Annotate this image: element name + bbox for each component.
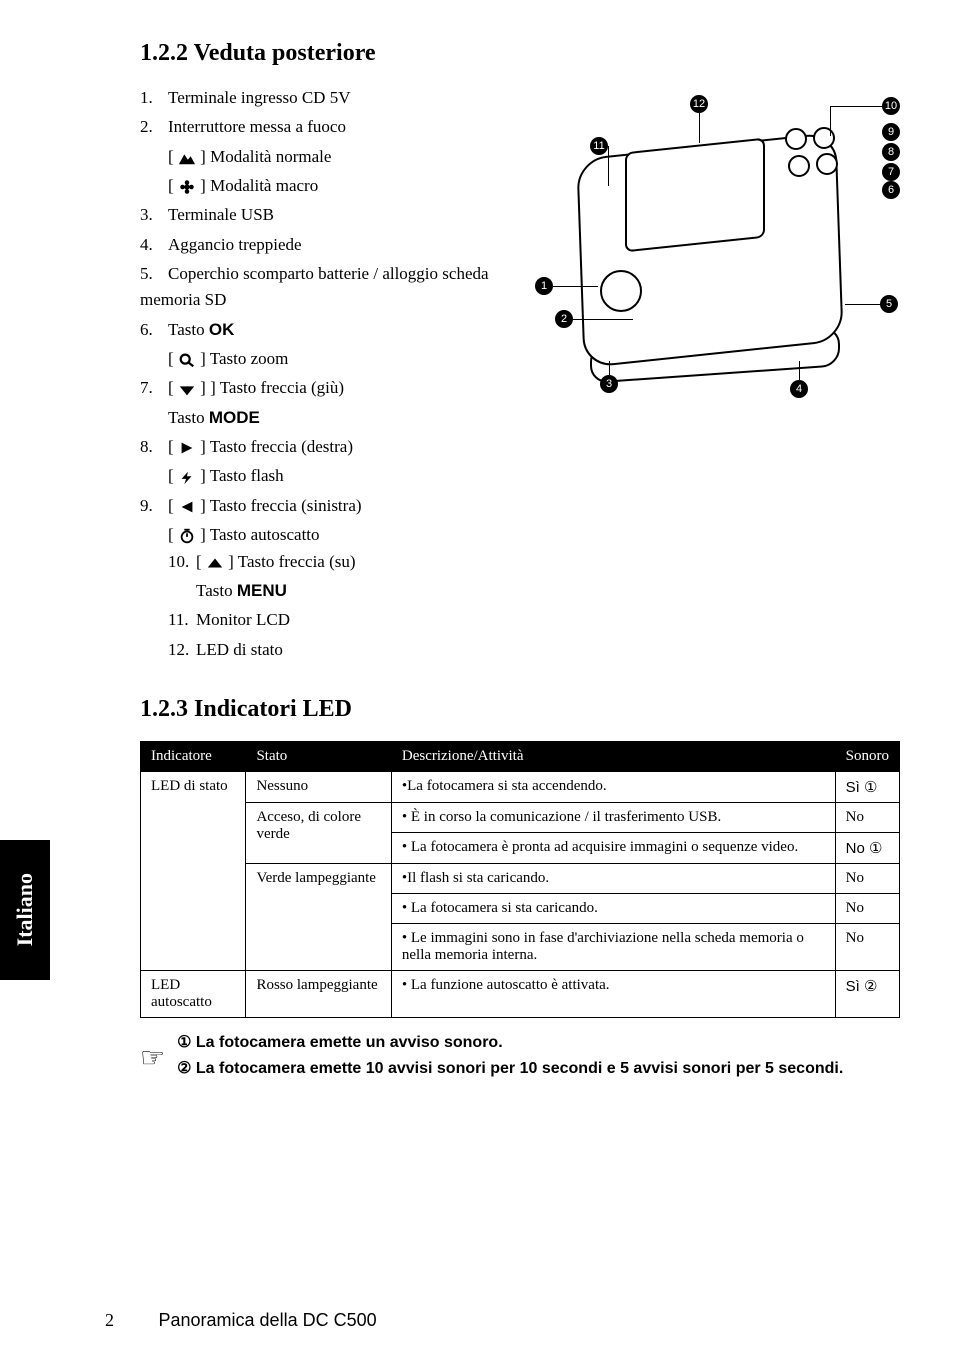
camera-screen: [625, 138, 765, 253]
list-subitem: Tasto MENU: [168, 578, 490, 604]
list-item: 5.Coperchio scomparto batterie / alloggi…: [140, 261, 490, 314]
list-item: 7.[ ] ] Tasto freccia (giù): [140, 375, 490, 401]
callout-9: 9: [882, 123, 900, 141]
list-item: 4.Aggancio treppiede: [140, 232, 490, 258]
page-footer: 2 Panoramica della DC C500: [105, 1310, 377, 1331]
page-content: 1.2.2 Veduta posteriore 1.Terminale ingr…: [0, 0, 960, 1124]
cell-stato: Nessuno: [246, 771, 391, 802]
cell-sonoro: No ①: [835, 832, 899, 863]
arrow-down-icon: [178, 382, 196, 398]
rear-view-list: 1.Terminale ingresso CD 5V 2.Interruttor…: [140, 85, 490, 666]
page-number: 2: [105, 1310, 114, 1330]
note-2: ② La fotocamera emette 10 avvisi sonori …: [177, 1058, 846, 1078]
section-1-title: 1.2.2 Veduta posteriore: [140, 40, 900, 67]
cell-indicatore: LED di stato: [141, 771, 246, 970]
col-indicatore: Indicatore: [141, 741, 246, 771]
cell-sonoro: No: [835, 923, 899, 970]
callout-12: 12: [690, 95, 708, 113]
callout-7: 7: [882, 163, 900, 181]
flash-icon: [178, 470, 196, 486]
cell-stato: Rosso lampeggiante: [246, 970, 391, 1017]
cell-sonoro: No: [835, 893, 899, 923]
arrow-left-icon: [178, 499, 196, 515]
arrow-up-icon: [206, 555, 224, 571]
callout-2: 2: [555, 310, 573, 328]
cell-desc: • La funzione autoscatto è attivata.: [391, 970, 835, 1017]
notes-block: ☞ ① La fotocamera emette un avviso sonor…: [140, 1032, 900, 1084]
cell-desc: • È in corso la comunicazione / il trasf…: [391, 802, 835, 832]
table-row: Acceso, di colore verde • È in corso la …: [141, 802, 900, 832]
col-stato: Stato: [246, 741, 391, 771]
list-item: 9.[ ] Tasto freccia (sinistra): [140, 493, 490, 519]
timer-icon: [178, 528, 196, 544]
list-item: 1.Terminale ingresso CD 5V: [140, 85, 490, 111]
list-subitem: [ ] Tasto autoscatto 10.[ ] Tasto frecci…: [140, 522, 490, 663]
cell-indicatore: LED autoscatto: [141, 970, 246, 1017]
table-row: LED di stato Nessuno •La fotocamera si s…: [141, 771, 900, 802]
camera-lens: [600, 270, 642, 312]
callout-8: 8: [882, 143, 900, 161]
list-item: 8.[ ] Tasto freccia (destra): [140, 434, 490, 460]
list-subitem: [ ] Modalità normale: [140, 144, 490, 170]
cell-desc: • La fotocamera si sta caricando.: [391, 893, 835, 923]
cell-desc: •Il flash si sta caricando.: [391, 863, 835, 893]
pointing-hand-icon: ☞: [140, 1041, 165, 1075]
callout-10: 10: [882, 97, 900, 115]
list-item: 12.LED di stato: [168, 637, 490, 663]
list-item: 10.[ ] Tasto freccia (su): [168, 549, 490, 575]
callout-1: 1: [535, 277, 553, 295]
flower-icon: [178, 179, 196, 195]
list-subitem: [ ] Tasto zoom: [140, 346, 490, 372]
callout-5: 5: [880, 295, 898, 313]
list-item: 3.Terminale USB: [140, 202, 490, 228]
callout-11: 11: [590, 137, 608, 155]
list-item: 2.Interruttore messa a fuoco: [140, 114, 490, 140]
camera-button: [816, 153, 838, 175]
col-descrizione: Descrizione/Attività: [391, 741, 835, 771]
list-subitem: [ ] Modalità macro: [140, 173, 490, 199]
note-1: ① La fotocamera emette un avviso sonoro.: [177, 1032, 846, 1052]
footer-title: Panoramica della DC C500: [159, 1310, 377, 1330]
callout-4: 4: [790, 380, 808, 398]
cell-sonoro: Sì ②: [835, 970, 899, 1017]
section-2-title: 1.2.3 Indicatori LED: [140, 696, 900, 723]
list-subitem: Tasto MODE: [140, 405, 490, 431]
callout-6: 6: [882, 181, 900, 199]
list-item: 11.Monitor LCD: [168, 607, 490, 633]
table-row: Verde lampeggiante •Il flash si sta cari…: [141, 863, 900, 893]
cell-desc: • La fotocamera è pronta ad acquisire im…: [391, 832, 835, 863]
camera-button: [785, 128, 807, 150]
cell-sonoro: No: [835, 863, 899, 893]
cell-stato: Acceso, di colore verde: [246, 802, 391, 863]
camera-diagram: 1 2 3 4 5 6 7 8 9 10 11 12: [530, 85, 900, 425]
col-sonoro: Sonoro: [835, 741, 899, 771]
table-header-row: Indicatore Stato Descrizione/Attività So…: [141, 741, 900, 771]
callout-3: 3: [600, 375, 618, 393]
cell-stato: Verde lampeggiante: [246, 863, 391, 970]
camera-button: [788, 155, 810, 177]
list-item: 6.Tasto OK: [140, 317, 490, 343]
cell-sonoro: Sì ①: [835, 771, 899, 802]
cell-desc: •La fotocamera si sta accendendo.: [391, 771, 835, 802]
mountain-icon: [178, 150, 196, 166]
cell-desc: • Le immagini sono in fase d'archiviazio…: [391, 923, 835, 970]
magnify-icon: [178, 352, 196, 368]
camera-button: [813, 127, 835, 149]
list-subitem: [ ] Tasto flash: [140, 463, 490, 489]
arrow-right-icon: [178, 440, 196, 456]
diagram-column: 1 2 3 4 5 6 7 8 9 10 11 12: [510, 85, 900, 666]
top-row: 1.Terminale ingresso CD 5V 2.Interruttor…: [140, 85, 900, 666]
cell-sonoro: No: [835, 802, 899, 832]
led-indicators-table: Indicatore Stato Descrizione/Attività So…: [140, 741, 900, 1018]
table-row: LED autoscatto Rosso lampeggiante • La f…: [141, 970, 900, 1017]
